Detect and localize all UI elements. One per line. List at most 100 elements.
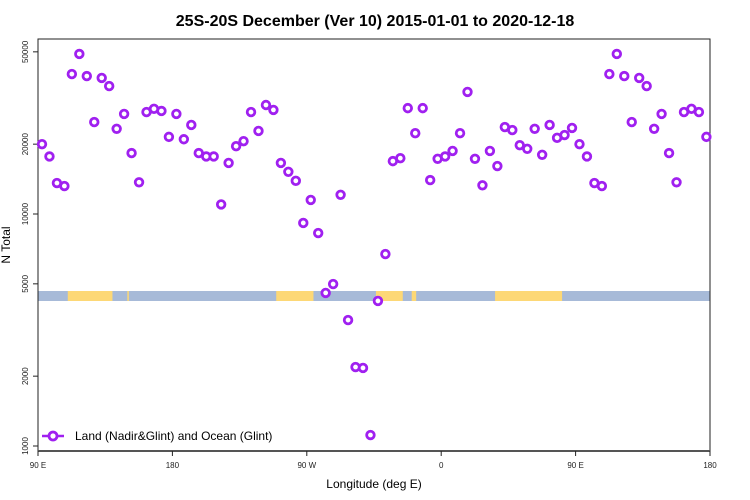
data-point: [648, 123, 660, 134]
data-point: [380, 248, 391, 260]
data-point: [208, 151, 219, 162]
land-segment: [411, 291, 417, 301]
x-axis-ticks: 90 E 180 90 W 0 90 E 180: [30, 451, 717, 470]
data-point: [103, 80, 115, 92]
data-point: [260, 99, 272, 111]
data-point: [484, 145, 496, 157]
data-point: [290, 175, 302, 187]
data-point: [559, 129, 570, 141]
chart-title: 25S-20S December (Ver 10) 2015-01-01 to …: [176, 13, 575, 30]
data-point: [701, 131, 712, 143]
data-point: [223, 157, 234, 169]
data-point: [335, 189, 346, 200]
ocean-band: [38, 291, 710, 301]
data-point: [230, 140, 242, 152]
data-point: [439, 151, 451, 162]
data-point: [111, 123, 122, 134]
data-point: [462, 86, 473, 98]
data-point: [118, 108, 130, 120]
land-segment: [127, 291, 129, 301]
y-tick-label: 1000: [21, 437, 30, 455]
data-point: [447, 145, 458, 157]
data-point: [656, 108, 667, 120]
y-tick-label: 10000: [21, 202, 30, 225]
data-point: [641, 80, 652, 92]
data-point: [133, 177, 145, 188]
x-axis-label: Longitude (deg E): [326, 477, 421, 491]
data-point: [74, 48, 85, 60]
legend: Land (Nadir&Glint) and Ocean (Glint): [42, 429, 272, 443]
data-point: [357, 362, 369, 374]
data-point: [298, 217, 309, 229]
data-point: [417, 102, 428, 114]
data-point: [663, 147, 675, 159]
y-tick-label: 2000: [21, 367, 30, 385]
data-point: [536, 149, 548, 160]
data-point: [544, 119, 555, 131]
legend-label: Land (Nadir&Glint) and Ocean (Glint): [75, 429, 272, 443]
data-point: [186, 119, 197, 131]
data-point: [671, 177, 682, 188]
data-point: [492, 160, 503, 172]
data-point: [424, 174, 436, 186]
data-point: [245, 106, 257, 118]
legend-marker: [47, 430, 59, 442]
land-segment: [375, 291, 403, 301]
data-point: [507, 124, 518, 136]
land-segment: [67, 291, 113, 301]
data-point: [634, 72, 645, 84]
data-point: [574, 138, 585, 150]
data-point: [469, 153, 481, 164]
data-point: [365, 429, 376, 441]
data-point: [238, 135, 249, 147]
x-tick-label: 90 E: [30, 461, 46, 470]
data-point: [529, 123, 540, 134]
y-axis-label: N Total: [0, 226, 13, 263]
data-point: [178, 134, 190, 145]
data-points: [36, 48, 712, 441]
data-point: [89, 116, 100, 128]
data-point: [44, 151, 55, 162]
data-point: [626, 116, 637, 128]
data-point: [619, 70, 630, 82]
plot-frame: [37, 38, 711, 452]
data-point: [693, 106, 705, 118]
data-point: [611, 48, 623, 60]
land-segment: [495, 291, 563, 301]
y-tick-label: 50000: [21, 40, 30, 63]
data-point: [522, 143, 533, 155]
data-point: [59, 180, 70, 192]
data-point: [36, 138, 48, 150]
data-point: [342, 314, 354, 326]
land-ocean-strip: [38, 291, 710, 301]
data-point: [372, 295, 384, 307]
data-point: [596, 180, 608, 192]
data-point: [156, 105, 167, 117]
data-point: [171, 108, 182, 120]
data-point: [566, 122, 578, 134]
x-tick-label: 90 E: [567, 461, 583, 470]
data-point: [163, 131, 175, 143]
data-point: [320, 287, 331, 299]
data-point: [305, 194, 316, 206]
data-point: [283, 166, 294, 178]
x-tick-label: 180: [166, 461, 180, 470]
data-point: [604, 68, 615, 80]
y-axis-ticks: 1000 2000 5000 10000 20000 50000: [21, 40, 38, 455]
data-point: [581, 151, 593, 162]
data-point: [96, 72, 107, 84]
data-point: [454, 127, 466, 139]
data-point: [402, 102, 413, 114]
data-point: [253, 125, 264, 137]
y-tick-label: 20000: [21, 132, 30, 155]
land-segment: [276, 291, 314, 301]
data-point: [81, 70, 92, 82]
data-point: [477, 180, 488, 191]
x-tick-label: 180: [703, 461, 717, 470]
data-point: [66, 68, 78, 80]
y-tick-label: 5000: [21, 274, 30, 292]
data-point: [215, 199, 227, 210]
x-tick-label: 0: [439, 461, 444, 470]
data-point: [410, 127, 421, 139]
